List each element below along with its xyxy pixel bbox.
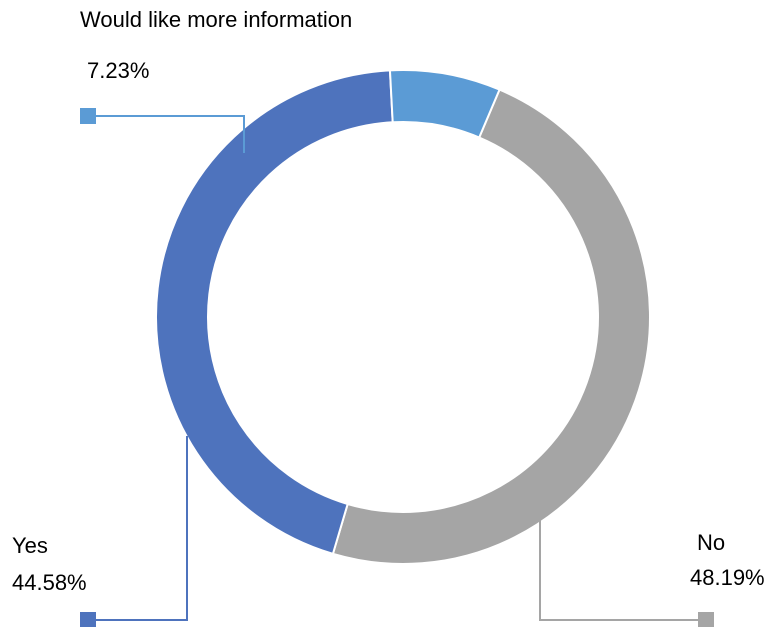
- slices-layer: [155, 69, 651, 565]
- leader-line-more-info: [88, 115, 245, 153]
- slice-label-more-info: Would like more information: [80, 7, 352, 32]
- slice-value-yes: 44.58%: [12, 570, 87, 595]
- leader-line-no: [539, 520, 706, 621]
- leader-lines-layer: [80, 108, 714, 627]
- leader-line-yes: [88, 436, 188, 621]
- slice-value-more-info: 7.23%: [87, 58, 149, 83]
- leader-marker-yes: [80, 612, 96, 627]
- leader-marker-more-info: [80, 108, 96, 124]
- labels-layer: Would like more information 7.23% Yes 44…: [12, 7, 765, 595]
- slice-value-no: 48.19%: [690, 565, 765, 590]
- slice-no: [331, 88, 651, 565]
- leader-marker-no: [698, 612, 714, 627]
- slice-label-no: No: [697, 530, 725, 555]
- slice-more-info: [388, 69, 501, 139]
- slice-yes: [155, 69, 394, 556]
- slice-label-yes: Yes: [12, 533, 48, 558]
